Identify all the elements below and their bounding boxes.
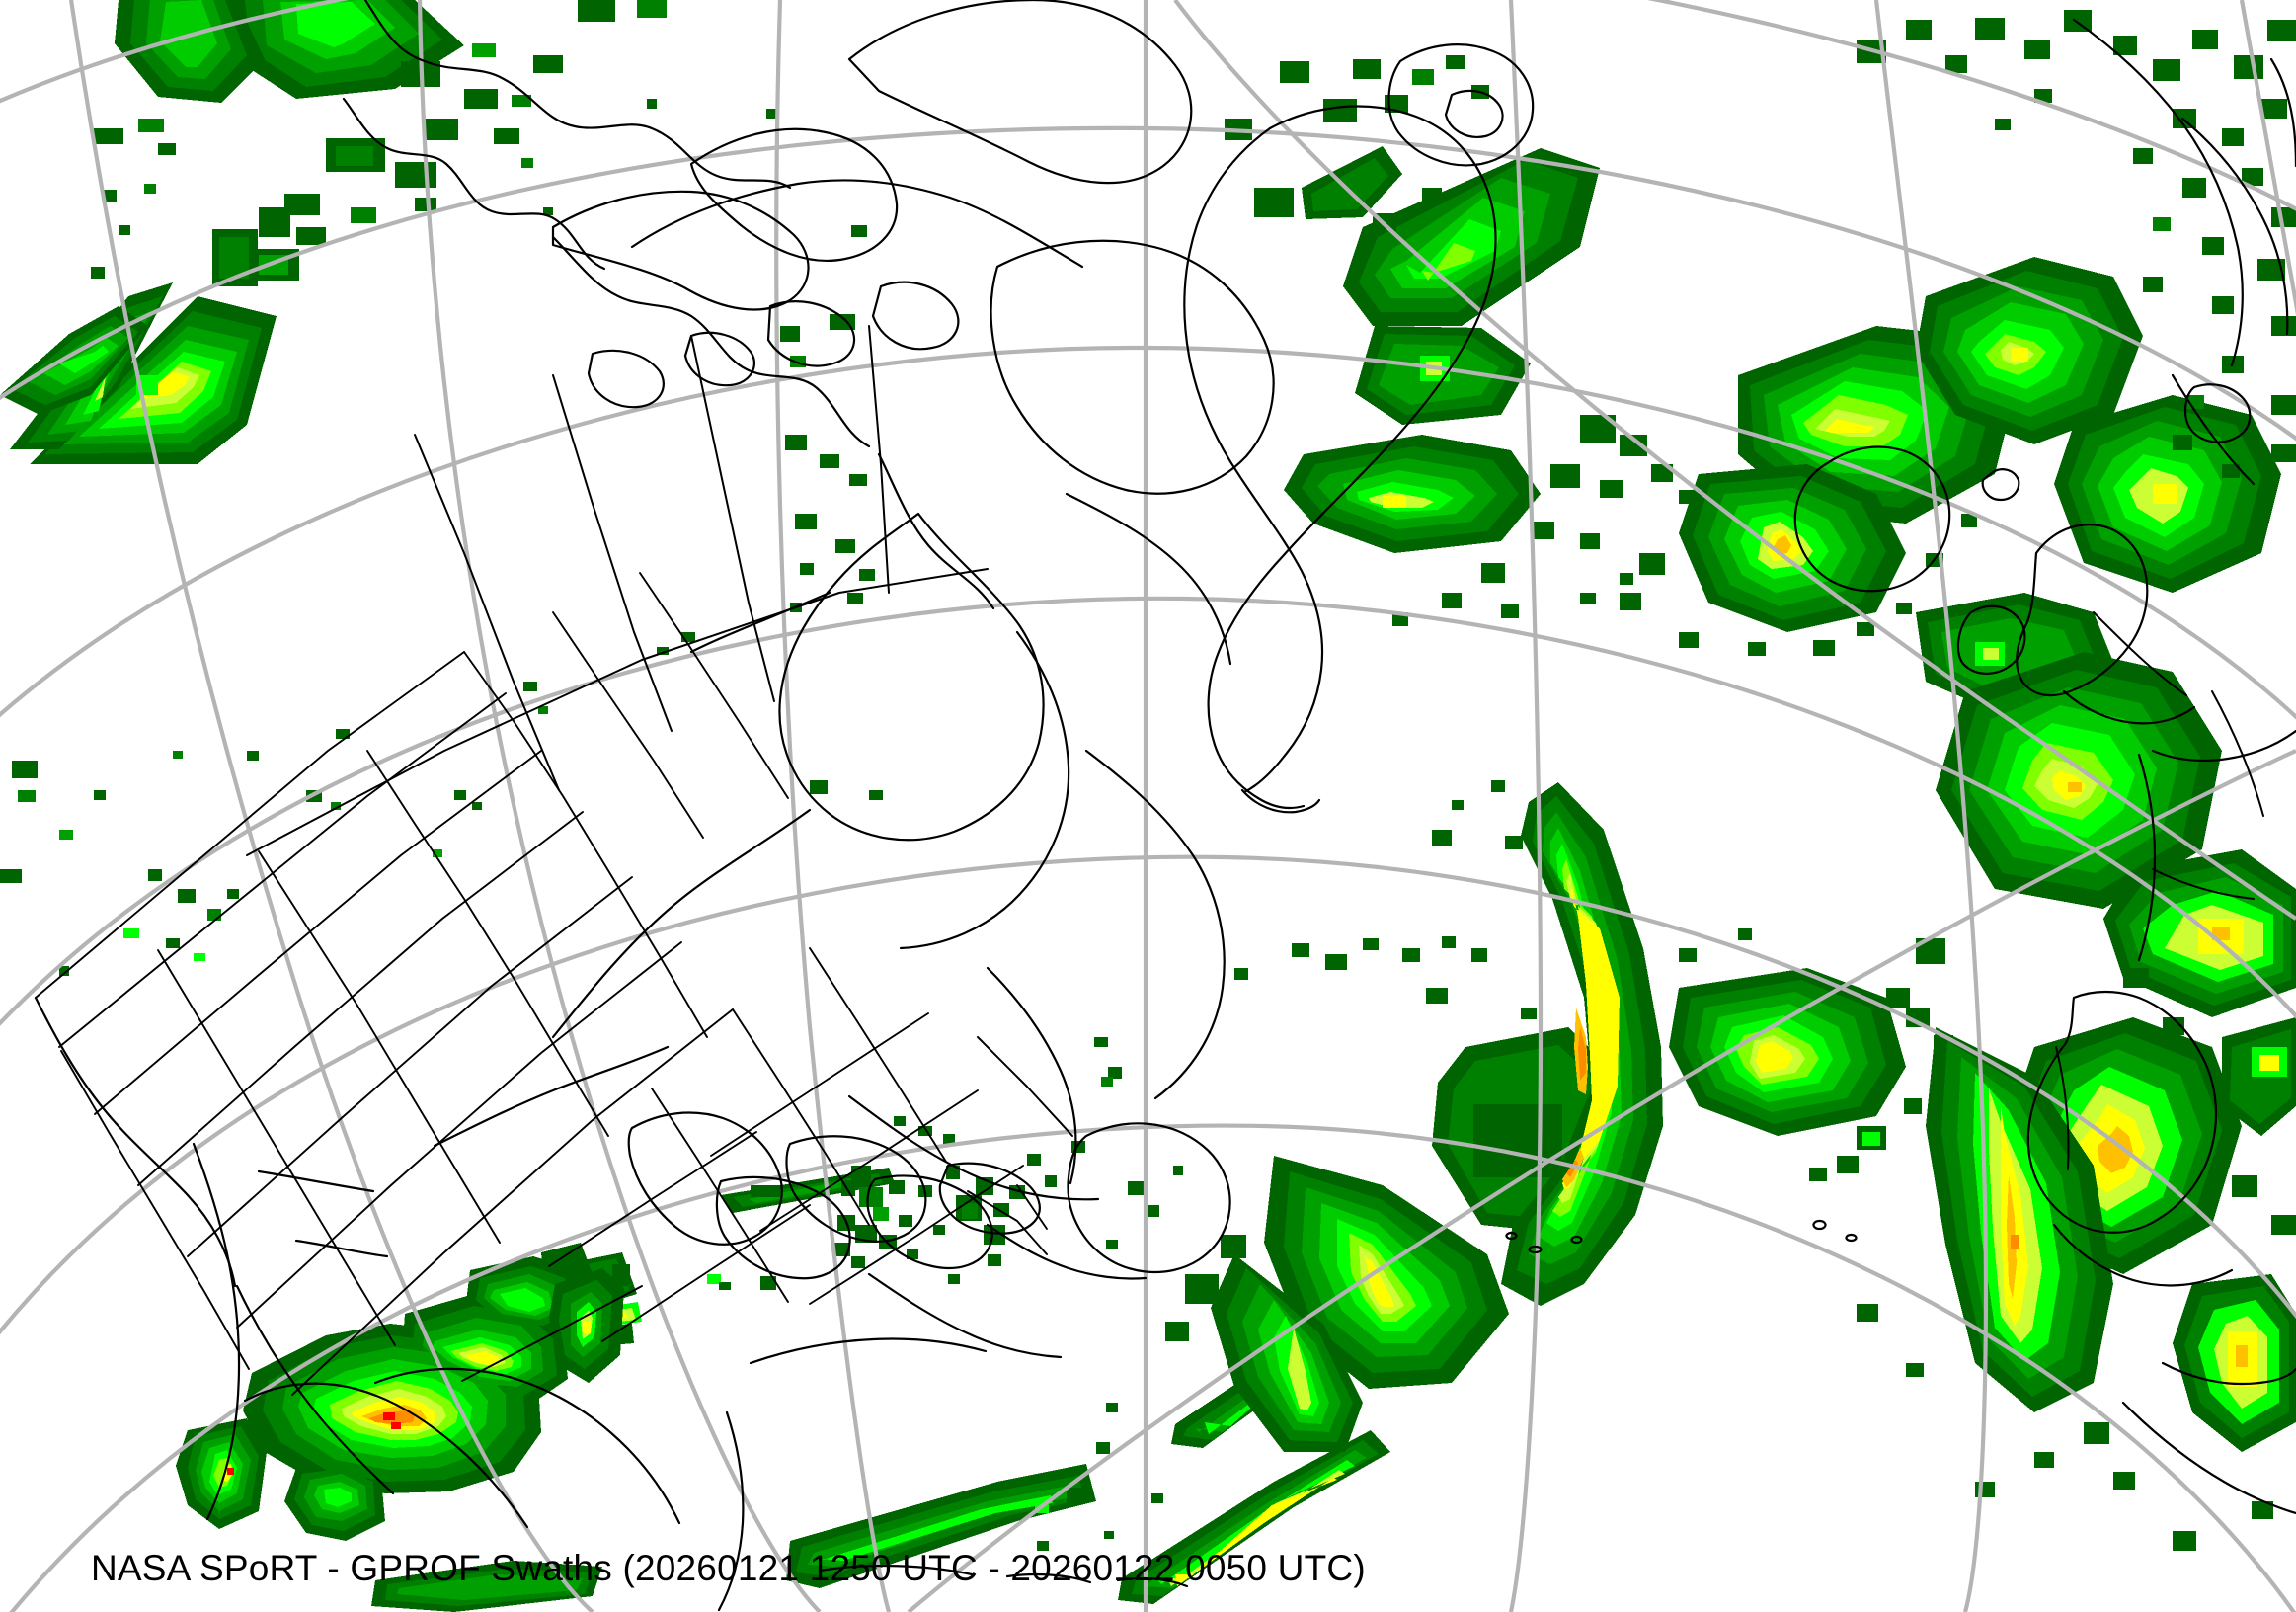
parallel — [0, 345, 2296, 720]
coastline-africa-nw — [2161, 1361, 2296, 1386]
meridian — [774, 0, 892, 1612]
coastline-ireland — [1956, 604, 2026, 675]
us-state-borders — [35, 572, 1048, 1396]
parallel — [0, 854, 2296, 1335]
coastline-sweden-baltic — [2180, 117, 2289, 336]
coastline-hudson-east — [899, 630, 1070, 950]
swath-baffin-labrador — [1106, 188, 1456, 1249]
coastline-morocco — [2121, 1401, 2296, 1515]
coastline-arctic-small-2 — [871, 281, 960, 351]
parallel — [0, 0, 2296, 211]
coastline-greenland — [1207, 105, 1497, 809]
caribbean — [818, 1564, 1189, 1588]
coastline-florida — [717, 1410, 745, 1612]
coastline-svalbard-small — [1444, 89, 1504, 138]
coastline-norway — [2072, 18, 2244, 367]
coastline-uk-south — [2062, 689, 2196, 725]
coastline-iberia-south — [2052, 1223, 2234, 1287]
coastline-baffin-island — [990, 239, 1275, 495]
coastline-baffin-south — [1065, 492, 1232, 666]
coastline-greenland-west — [1183, 126, 1324, 794]
coastline-baja — [192, 1142, 241, 1521]
swath-greenland-east — [1225, 55, 1697, 626]
swath-midatlantic-ocean — [1165, 1156, 1509, 1452]
coastline-arctic-nwt — [630, 179, 1084, 269]
swath-north-atlantic-comma — [1426, 780, 1712, 1306]
meridian — [68, 0, 594, 1612]
great-lakes — [627, 1111, 1041, 1280]
coastline-iceland — [1793, 445, 1951, 593]
coastline-bc — [877, 452, 995, 610]
swath-iceland — [1620, 326, 2113, 707]
border-europe-1 — [2171, 373, 2256, 486]
coastline-alaska-panhandle — [551, 235, 871, 448]
coastline-us-east — [749, 1337, 988, 1365]
swath-scandinavia — [1857, 10, 2296, 478]
coastline-labrador — [1084, 749, 1226, 1100]
coastline-stlawrence — [847, 1094, 1100, 1201]
swath-northeast-us — [834, 1116, 1085, 1284]
coastline-banks-island — [689, 127, 899, 263]
coastline-iberia — [2026, 990, 2218, 1234]
meridian — [1173, 0, 2296, 921]
coastline-victoria-island — [551, 190, 810, 311]
coastline-new-england — [986, 1223, 1148, 1280]
coastline-alaska-sw — [551, 808, 812, 1039]
coastline-denmark — [2184, 383, 2252, 443]
coastline-aleutians — [257, 1169, 375, 1193]
coastline-newfoundland — [1067, 1122, 1231, 1274]
coastline-arctic-small-1 — [766, 300, 855, 367]
coastline-faroes — [1981, 468, 2020, 502]
coastline-hudson-bay — [778, 512, 1045, 842]
border-europe-4 — [2152, 868, 2255, 900]
meridian — [2239, 0, 2296, 315]
coastline-arctic-small-4 — [587, 349, 665, 409]
meridian — [1873, 0, 1989, 1612]
coastline-us-west — [34, 996, 237, 1288]
coastline-us-mid-atl — [867, 1272, 1063, 1359]
coastline-ellesmere — [847, 0, 1193, 185]
parallel — [0, 596, 2296, 1027]
coastline-france-west — [2137, 753, 2157, 962]
parallel — [0, 125, 2296, 442]
coastline-gulf-2 — [373, 1367, 681, 1525]
meridian — [907, 749, 2296, 1612]
border-europe-2 — [2093, 611, 2187, 696]
border-iberia-portugal — [2055, 1046, 2070, 1170]
coastline-svalbard — [1387, 43, 1535, 167]
coastline-france — [2151, 729, 2296, 763]
meridian — [417, 0, 822, 1612]
coastline-greenland-tip — [1240, 788, 1321, 814]
coastline-kodiak — [294, 1239, 389, 1258]
coastline-bering — [689, 591, 831, 654]
swath-gulf-coast-storm — [176, 1243, 630, 1541]
parallel — [9, 1123, 2296, 1612]
coastline-alaska — [363, 0, 792, 190]
geography-layer — [34, 0, 2296, 1612]
coastline-mexico-west — [235, 1284, 395, 1495]
canada-province-borders — [414, 325, 1073, 1137]
coastline-gulf — [243, 1382, 529, 1529]
atlantic-islets — [1505, 1219, 1858, 1254]
meridian — [1508, 0, 1544, 1612]
border-europe-3 — [2211, 690, 2264, 817]
swath-us-west-scattered — [0, 99, 1122, 1087]
swath-midatlantic-blob — [1669, 928, 1953, 1181]
coastline-arctic-small-3 — [683, 331, 756, 387]
coastline-alaska-peninsula — [433, 1045, 670, 1148]
